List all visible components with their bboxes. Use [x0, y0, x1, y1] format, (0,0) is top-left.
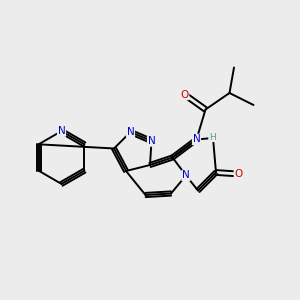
Text: N: N: [193, 134, 200, 145]
Text: N: N: [127, 127, 134, 137]
Text: O: O: [234, 169, 243, 179]
Text: N: N: [182, 170, 190, 181]
Text: N: N: [148, 136, 155, 146]
Text: N: N: [58, 126, 65, 136]
Text: H: H: [209, 133, 215, 142]
Text: O: O: [180, 89, 189, 100]
